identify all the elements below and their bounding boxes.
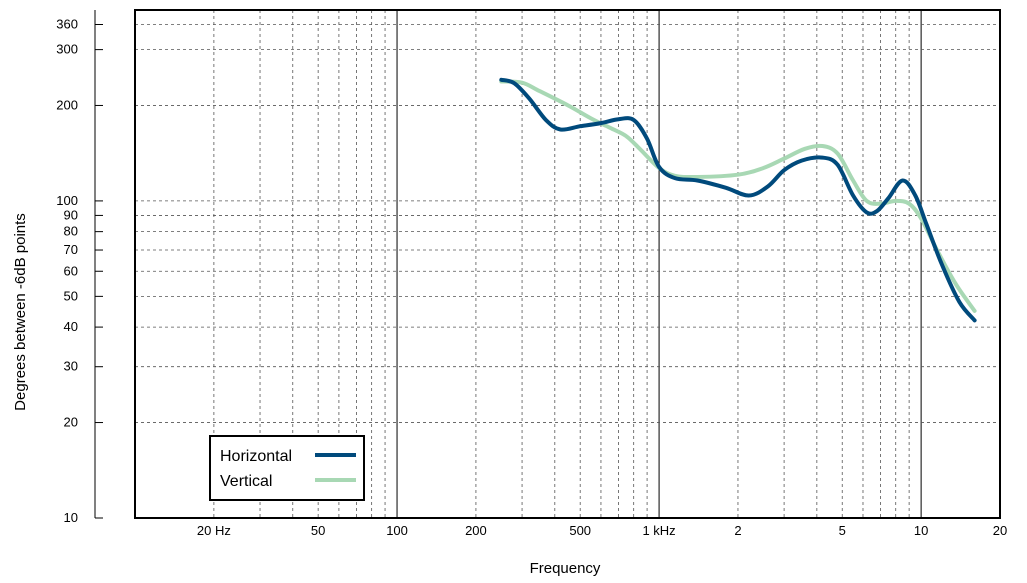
y-tick-label: 50 [64,288,78,303]
y-tick-label: 200 [56,97,78,112]
y-tick-label: 60 [64,263,78,278]
x-tick-label: 20 Hz [197,523,231,538]
series-layer [499,77,977,323]
x-axis-title: Frequency [530,560,601,577]
legend-label-horizontal: Horizontal [220,448,292,465]
x-tick-label: 5 [839,523,846,538]
plot-frame [134,9,1001,519]
y-tick-label: 20 [64,415,78,430]
y-tick-label: 40 [64,319,78,334]
y-tick-label: 300 [56,42,78,57]
y-tick-label: 90 [64,207,78,222]
legend-box [209,435,365,501]
x-tick-label: 50 [311,523,325,538]
x-tick-label: 500 [569,523,591,538]
x-tick-label: 10 [914,523,928,538]
y-tick-label: 80 [64,224,78,239]
x-tick-label: 20 [993,523,1007,538]
x-tick-label: 2 [734,523,741,538]
y-tick-label: 30 [64,359,78,374]
x-tick-label: 200 [465,523,487,538]
x-tick-label: 1 kHz [642,523,675,538]
series-line-horizontal [499,77,977,323]
x-axis-ticks: 20 Hz 50 100 200 500 1 kHz 2 5 10 20 [197,523,1007,538]
y-tick-label: 10 [64,510,78,525]
legend-label-vertical: Vertical [220,473,272,490]
y-tick-label: 100 [56,193,78,208]
legend: Horizontal Vertical [209,435,365,501]
y-tick-label: 360 [56,17,78,32]
series-line-vertical [499,79,977,313]
y-tick-label: 70 [64,242,78,257]
grid [135,10,1000,518]
x-tick-label: 100 [386,523,408,538]
y-axis-title: Degrees between -6dB points [12,213,29,411]
